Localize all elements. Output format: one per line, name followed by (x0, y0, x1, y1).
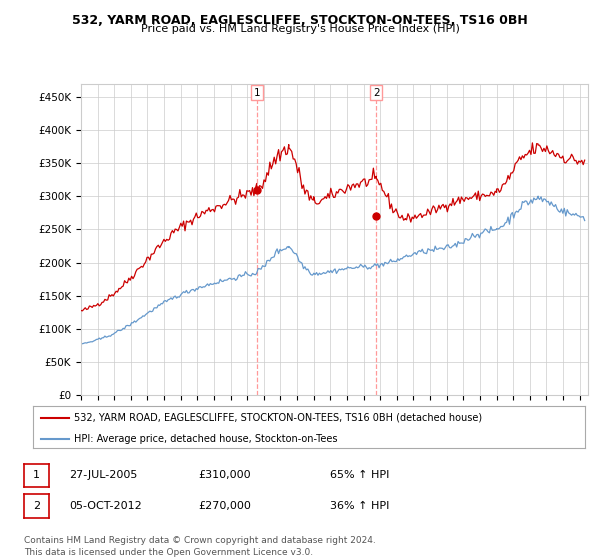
Text: Contains HM Land Registry data © Crown copyright and database right 2024.
This d: Contains HM Land Registry data © Crown c… (24, 536, 376, 557)
Text: 532, YARM ROAD, EAGLESCLIFFE, STOCKTON-ON-TEES, TS16 0BH (detached house): 532, YARM ROAD, EAGLESCLIFFE, STOCKTON-O… (74, 413, 482, 423)
Text: Price paid vs. HM Land Registry's House Price Index (HPI): Price paid vs. HM Land Registry's House … (140, 24, 460, 34)
Text: 532, YARM ROAD, EAGLESCLIFFE, STOCKTON-ON-TEES, TS16 0BH: 532, YARM ROAD, EAGLESCLIFFE, STOCKTON-O… (72, 14, 528, 27)
Text: 05-OCT-2012: 05-OCT-2012 (69, 501, 142, 511)
Text: 1: 1 (33, 470, 40, 480)
Text: £310,000: £310,000 (198, 470, 251, 480)
Text: 65% ↑ HPI: 65% ↑ HPI (330, 470, 389, 480)
Text: 2: 2 (33, 501, 40, 511)
Text: 36% ↑ HPI: 36% ↑ HPI (330, 501, 389, 511)
Text: 27-JUL-2005: 27-JUL-2005 (69, 470, 137, 480)
Text: HPI: Average price, detached house, Stockton-on-Tees: HPI: Average price, detached house, Stoc… (74, 434, 338, 444)
Text: £270,000: £270,000 (198, 501, 251, 511)
Text: 2: 2 (373, 87, 380, 97)
Text: 1: 1 (253, 87, 260, 97)
